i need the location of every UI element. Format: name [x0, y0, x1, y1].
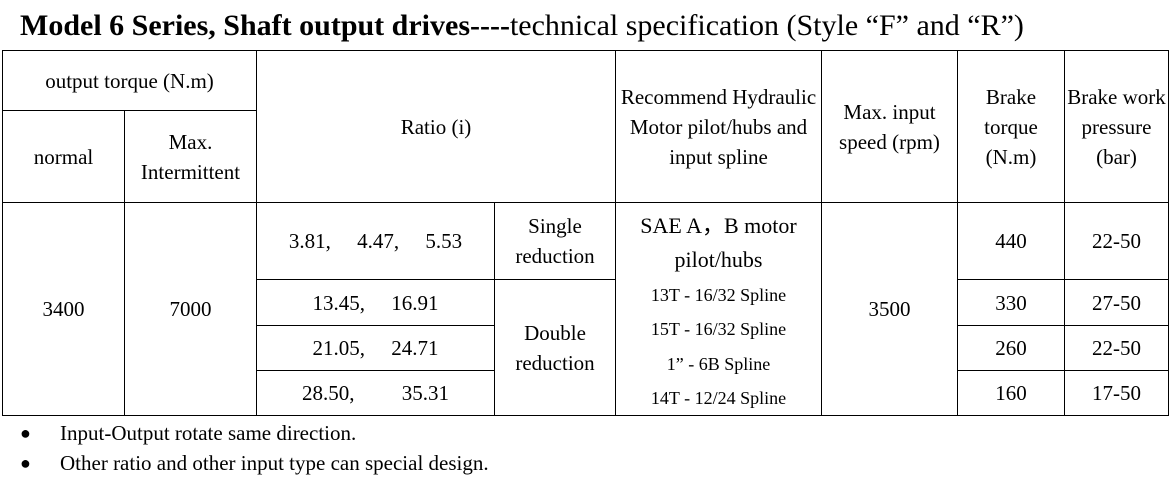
max-torque-cell: 7000 [124, 202, 257, 416]
max-speed-cell: 3500 [821, 202, 958, 416]
ratio-cell: 21.05, 24.71 [256, 325, 495, 371]
brake-pressure-cell: 22-50 [1064, 202, 1169, 280]
note-text: Input-Output rotate same direction. [60, 420, 357, 445]
single-reduction-label: Single reduction [494, 202, 616, 280]
brake-pressure-cell: 22-50 [1064, 325, 1169, 371]
brake-torque-cell: 160 [957, 370, 1065, 416]
header-max-input-speed: Max. input speed (rpm) [821, 50, 958, 203]
brake-torque-cell: 440 [957, 202, 1065, 280]
ratio-cell: 28.50, 35.31 [256, 370, 495, 416]
header-normal: normal [2, 110, 125, 203]
brake-torque-cell: 330 [957, 279, 1065, 326]
bullet-icon: ● [20, 452, 31, 473]
motor-header: SAE A，B motor pilot/hubs [640, 213, 797, 272]
header-max-intermittent: Max. Intermittent [124, 110, 257, 203]
spline-item: 15T - 16/32 Spline [650, 319, 787, 339]
double-reduction-label: Double reduction [494, 279, 616, 416]
brake-torque-cell: 260 [957, 325, 1065, 371]
notes-list: ● Input-Output rotate same direction. ● … [20, 418, 489, 478]
title-normal: technical specification (Style “F” and “… [509, 9, 1024, 42]
brake-pressure-cell: 27-50 [1064, 279, 1169, 326]
header-output-torque: output torque (N.m) [2, 50, 257, 111]
title-bold: Model 6 Series, Shaft output drives---- [20, 9, 510, 42]
header-ratio: Ratio (i) [256, 50, 616, 203]
note-text: Other ratio and other input type can spe… [60, 450, 489, 475]
brake-pressure-cell: 17-50 [1064, 370, 1169, 416]
motor-spline-cell: SAE A，B motor pilot/hubs 13T - 16/32 Spl… [615, 202, 822, 416]
spline-item: 1” - 6B Spline [666, 353, 771, 374]
page-title: Model 6 Series, Shaft output drives----t… [20, 6, 1024, 46]
normal-torque-cell: 3400 [2, 202, 125, 416]
ratio-cell: 13.45, 16.91 [256, 279, 495, 326]
note-item: ● Input-Output rotate same direction. [20, 418, 489, 448]
spline-item: 13T - 16/32 Spline [650, 284, 787, 305]
header-recommend-motor: Recommend Hydraulic Motor pilot/hubs and… [615, 50, 822, 203]
bullet-icon: ● [20, 422, 31, 443]
ratio-cell: 3.81, 4.47, 5.53 [256, 202, 495, 280]
spline-item: 14T - 12/24 Spline [650, 388, 787, 408]
header-brake-torque: Brake torque (N.m) [957, 50, 1065, 203]
header-brake-pressure: Brake work pressure (bar) [1064, 50, 1169, 203]
spec-table: output torque (N.m) Ratio (i) Recommend … [2, 50, 1169, 416]
note-item: ● Other ratio and other input type can s… [20, 448, 489, 478]
